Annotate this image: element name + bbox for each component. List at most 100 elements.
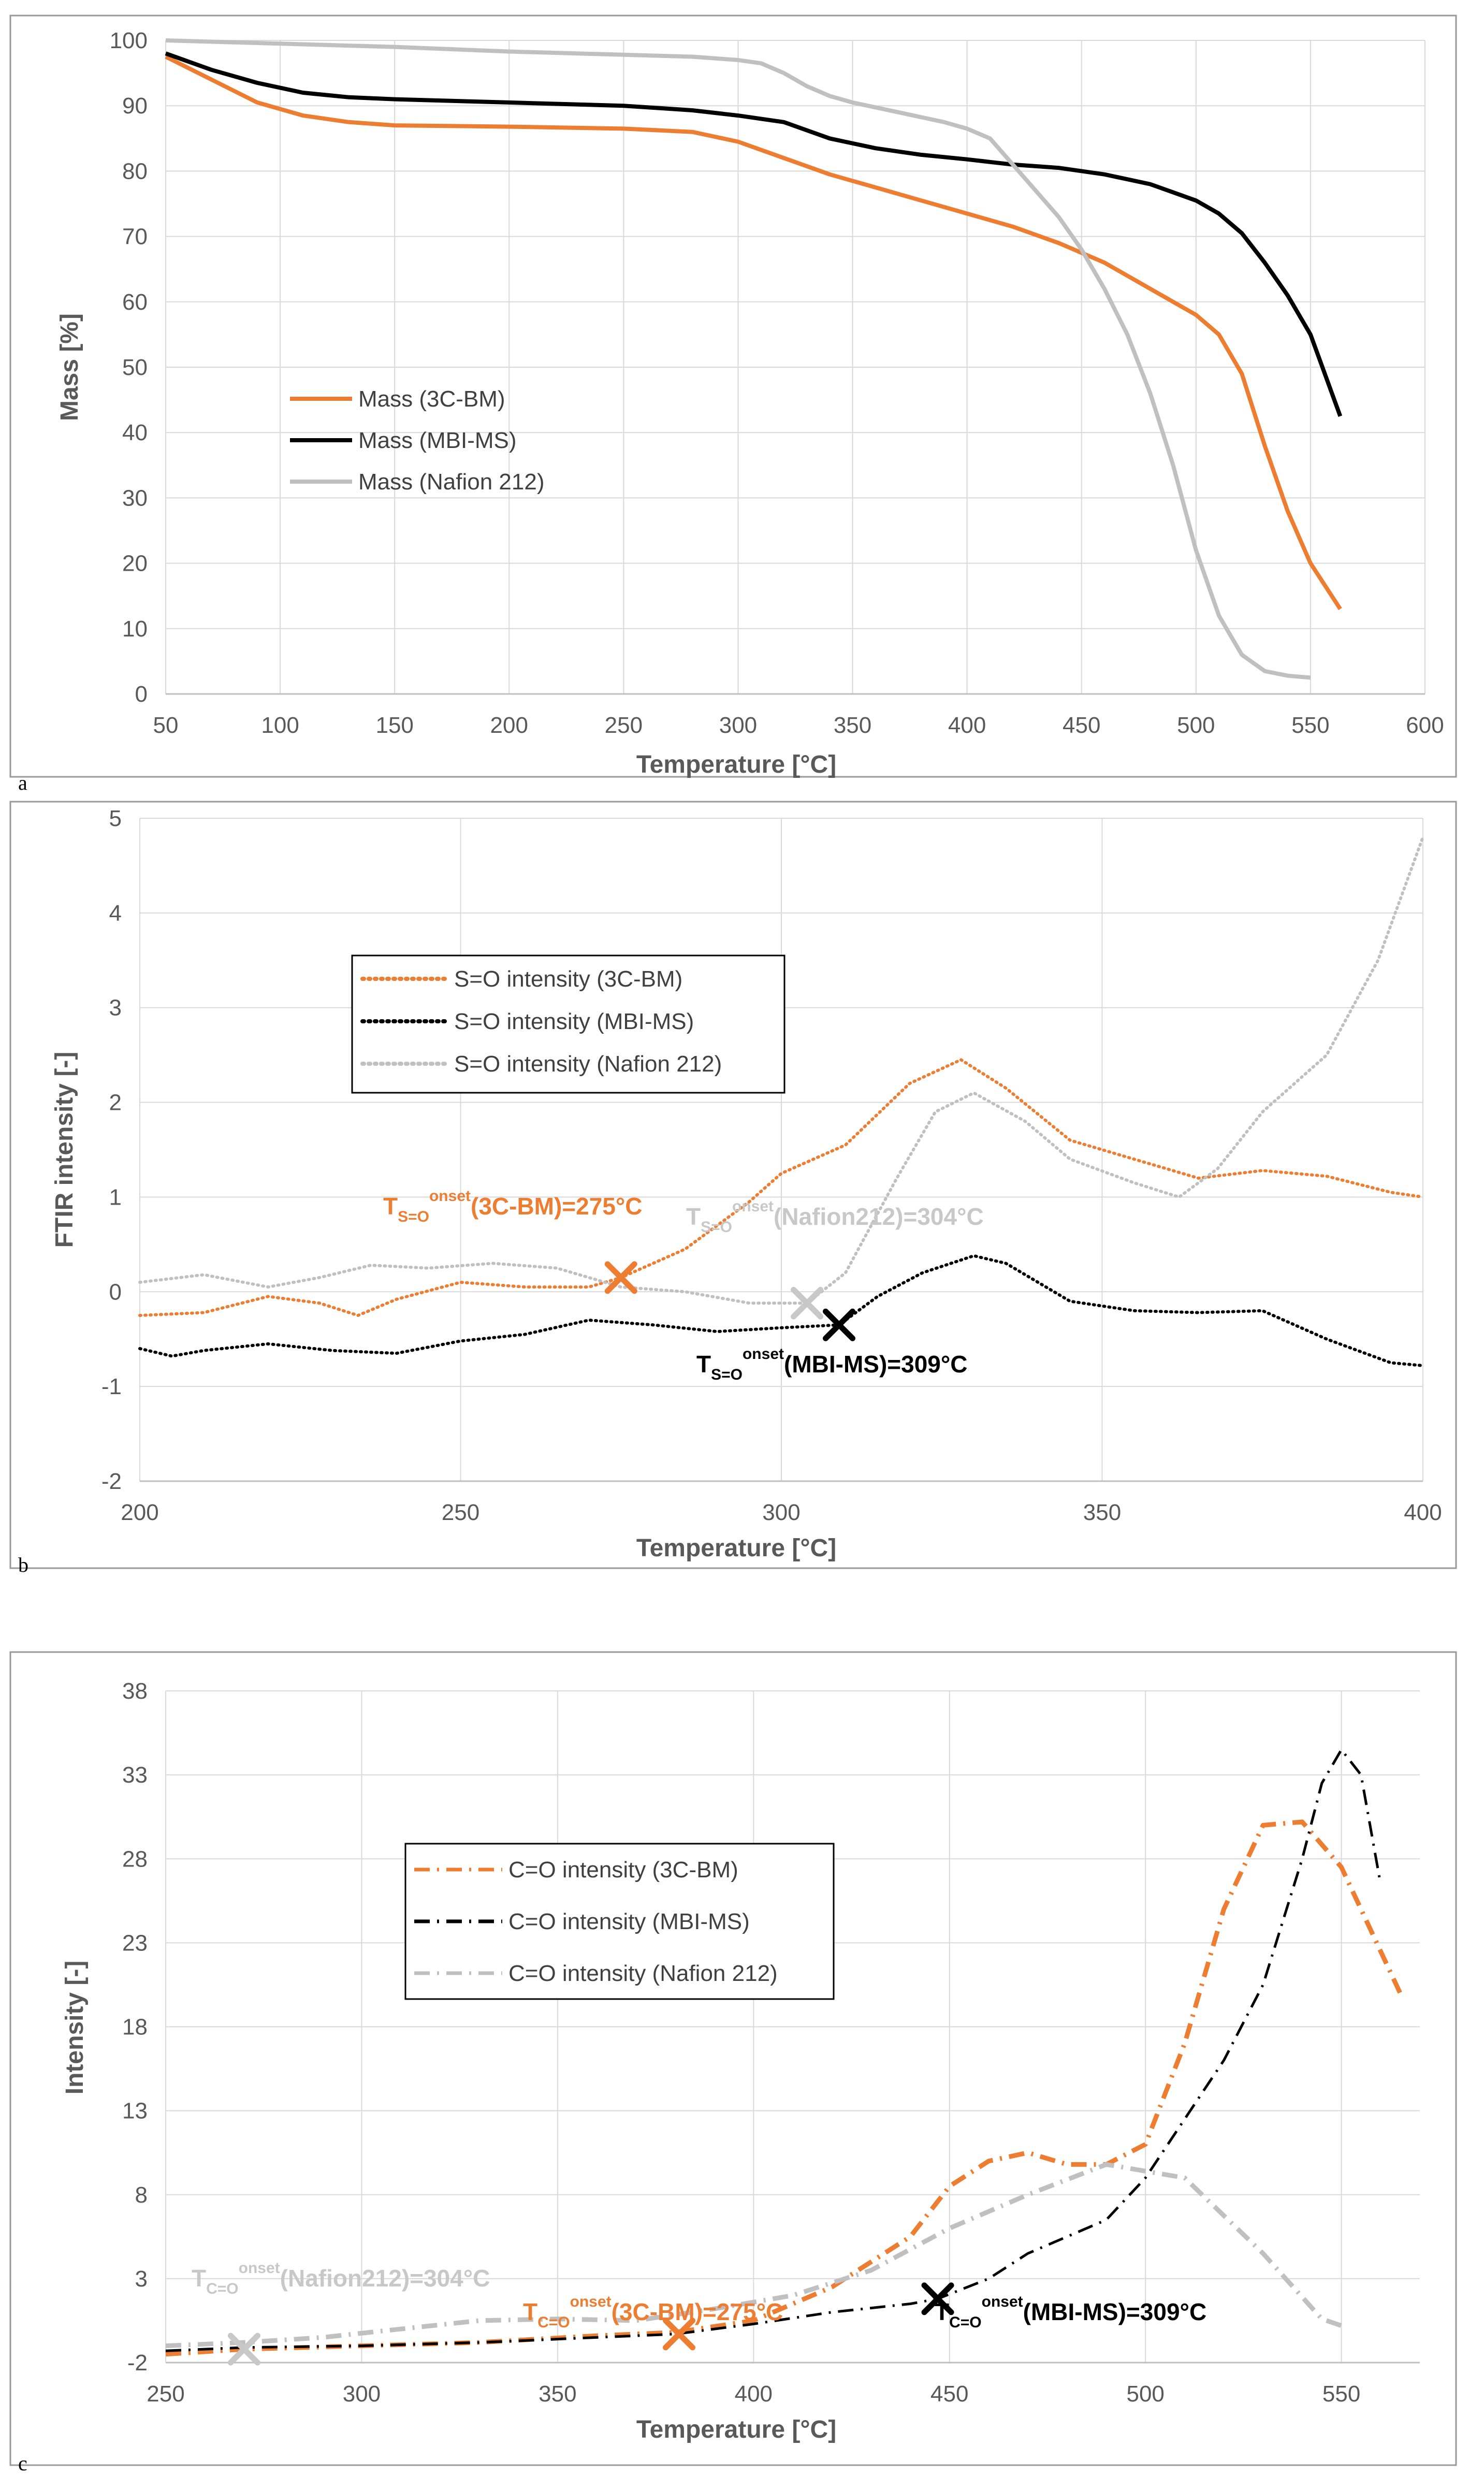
- x-tick-label: 500: [1126, 2381, 1164, 2407]
- x-axis-title: Temperature [°C]: [636, 751, 836, 778]
- x-tick-label: 200: [490, 713, 528, 738]
- onset-subscript: C=O: [206, 2280, 239, 2297]
- onset-symbol: T: [192, 2265, 206, 2292]
- onset-subscript: C=O: [537, 2314, 570, 2331]
- onset-value: (MBI-MS)=309°C: [1023, 2298, 1207, 2325]
- x-tick-label: 200: [121, 1500, 158, 1525]
- y-tick-label: 100: [110, 28, 148, 53]
- x-tick-label: 350: [1083, 1500, 1121, 1525]
- x-tick-label: 150: [375, 713, 413, 738]
- y-tick-label: 38: [122, 1678, 148, 1704]
- chart-frame: [9, 15, 1457, 778]
- y-tick-label: 3: [135, 2266, 148, 2292]
- chart-b: -2 -1 0 1 2 3 4 5 200 250 300 350 400 Temperature [°C…: [9, 801, 1457, 1576]
- y-tick-label: 0: [135, 682, 148, 707]
- onset-marker-mbi-ms: [921, 2282, 954, 2315]
- x-axis-title: Temperature [°C]: [636, 2416, 836, 2443]
- y-tick-label: 30: [122, 485, 148, 511]
- onset-subscript: S=O: [711, 1366, 743, 1383]
- onset-symbol: T: [523, 2298, 537, 2325]
- y-tick-label: 4: [109, 901, 122, 926]
- chart-frame: [9, 1651, 1457, 2466]
- series-line-3: [165, 38, 1311, 680]
- onset-label: TC=Oonset(3C-BM)=275°C: [523, 2293, 783, 2331]
- onset-value: (MBI-MS)=309°C: [784, 1351, 968, 1378]
- y-tick-label: 10: [122, 616, 148, 642]
- legend-entry-label: Mass (Nafion 212): [358, 469, 544, 495]
- x-tick-label: 100: [261, 713, 299, 738]
- legend-box: [404, 1843, 835, 2000]
- y-tick-label: 20: [122, 551, 148, 576]
- onset-superscript: onset: [743, 1345, 784, 1363]
- onset-subscript: C=O: [949, 2314, 982, 2331]
- y-tick-label: 1: [109, 1184, 122, 1210]
- y-tick-label: 80: [122, 158, 148, 184]
- legend-entry-label: C=O intensity (3C-BM): [508, 1857, 738, 1883]
- legend-entry-label: C=O intensity (MBI-MS): [508, 1909, 750, 1934]
- x-tick-label: 550: [1291, 713, 1329, 738]
- legend-entry-label: Mass (MBI-MS): [358, 428, 517, 453]
- onset-marker-3c-bm: [663, 2318, 696, 2351]
- x-tick-label: 50: [153, 713, 179, 738]
- onset-marker-nafion: [791, 1286, 824, 1320]
- onset-superscript: onset: [429, 1188, 471, 1205]
- onset-label: TC=Oonset(Nafion212)=304°C: [192, 2260, 490, 2297]
- series-line-2: [138, 1254, 1424, 1367]
- onset-value: (3C-BM)=275°C: [471, 1193, 643, 1220]
- onset-superscript: onset: [732, 1198, 774, 1215]
- chart-a: 0 10 20 30 40 50 60 70 80 90 100 50 100 150 200 250 300 3…: [9, 15, 1457, 794]
- onset-symbol: T: [383, 1193, 398, 1220]
- y-tick-label: -2: [127, 2350, 148, 2376]
- x-tick-label: 500: [1177, 713, 1215, 738]
- x-tick-label: 350: [834, 713, 871, 738]
- onset-subscript: S=O: [398, 1208, 429, 1225]
- onset-superscript: onset: [570, 2293, 612, 2310]
- y-tick-label: 2: [109, 1090, 122, 1116]
- onset-value: (Nafion212)=304°C: [280, 2265, 490, 2292]
- series-line-1: [165, 1819, 1403, 2357]
- onset-symbol: T: [686, 1203, 701, 1230]
- y-axis-title: Mass [%]: [56, 313, 83, 421]
- chart-frame: [9, 801, 1457, 1569]
- onset-label: TS=Oonset(MBI-MS)=309°C: [696, 1345, 968, 1383]
- onset-marker-3c-bm: [604, 1261, 637, 1294]
- y-tick-label: 0: [109, 1279, 122, 1305]
- x-tick-label: 300: [762, 1500, 800, 1525]
- y-axis-title: FTIR intensity [-]: [51, 1052, 78, 1248]
- x-tick-label: 400: [948, 713, 986, 738]
- x-tick-label: 300: [343, 2381, 381, 2407]
- onset-marker-mbi-ms: [823, 1308, 856, 1341]
- legend-entry-label: S=O intensity (MBI-MS): [454, 1009, 694, 1034]
- y-tick-label: -2: [101, 1469, 122, 1494]
- y-tick-label: 70: [122, 224, 148, 250]
- x-tick-label: 250: [605, 713, 643, 738]
- legend-entry-label: C=O intensity (Nafion 212): [508, 1961, 778, 1986]
- x-tick-label: 600: [1406, 713, 1444, 738]
- y-tick-label: 60: [122, 289, 148, 315]
- y-tick-label: -1: [101, 1374, 122, 1399]
- y-tick-label: 8: [135, 2182, 148, 2208]
- x-tick-label: 450: [930, 2381, 968, 2407]
- y-tick-label: 5: [109, 806, 122, 831]
- series-line-2: [165, 1748, 1382, 2352]
- onset-label: TS=Oonset(Nafion212)=304°C: [686, 1198, 984, 1236]
- x-tick-label: 350: [539, 2381, 576, 2407]
- onset-subscript: S=O: [701, 1219, 732, 1236]
- y-tick-label: 23: [122, 1930, 148, 1956]
- onset-label: TC=Oonset(MBI-MS)=309°C: [935, 2293, 1206, 2331]
- y-tick-label: 18: [122, 2015, 148, 2040]
- x-tick-label: 400: [1404, 1500, 1442, 1525]
- x-tick-label: 400: [735, 2381, 773, 2407]
- x-tick-label: 300: [719, 713, 757, 738]
- x-tick-label: 250: [147, 2381, 184, 2407]
- y-tick-label: 33: [122, 1762, 148, 1788]
- onset-label: TS=Oonset(3C-BM)=275°C: [383, 1188, 643, 1225]
- y-tick-label: 40: [122, 420, 148, 445]
- legend-entry-label: Mass (3C-BM): [358, 386, 505, 412]
- x-tick-label: 550: [1322, 2381, 1360, 2407]
- panel-label: c: [18, 2452, 27, 2475]
- y-tick-label: 90: [122, 93, 148, 119]
- y-tick-label: 50: [122, 355, 148, 380]
